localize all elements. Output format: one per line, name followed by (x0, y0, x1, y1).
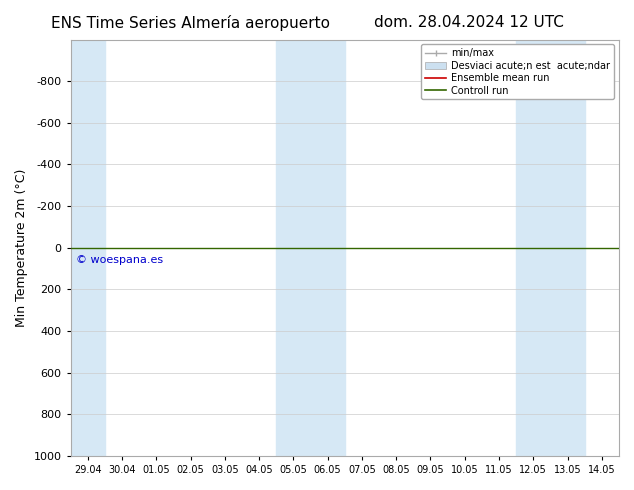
Bar (276, 40, 345, 456)
Bar (70, 40, 105, 456)
Text: dom. 28.04.2024 12 UTC: dom. 28.04.2024 12 UTC (374, 15, 564, 30)
Legend: min/max, Desviaci acute;n est  acute;ndar, Ensemble mean run, Controll run: min/max, Desviaci acute;n est acute;ndar… (421, 45, 614, 99)
Text: © woespana.es: © woespana.es (76, 255, 163, 265)
Text: ENS Time Series Almería aeropuerto: ENS Time Series Almería aeropuerto (51, 15, 330, 31)
Y-axis label: Min Temperature 2m (°C): Min Temperature 2m (°C) (15, 169, 28, 327)
Bar (516, 40, 585, 456)
